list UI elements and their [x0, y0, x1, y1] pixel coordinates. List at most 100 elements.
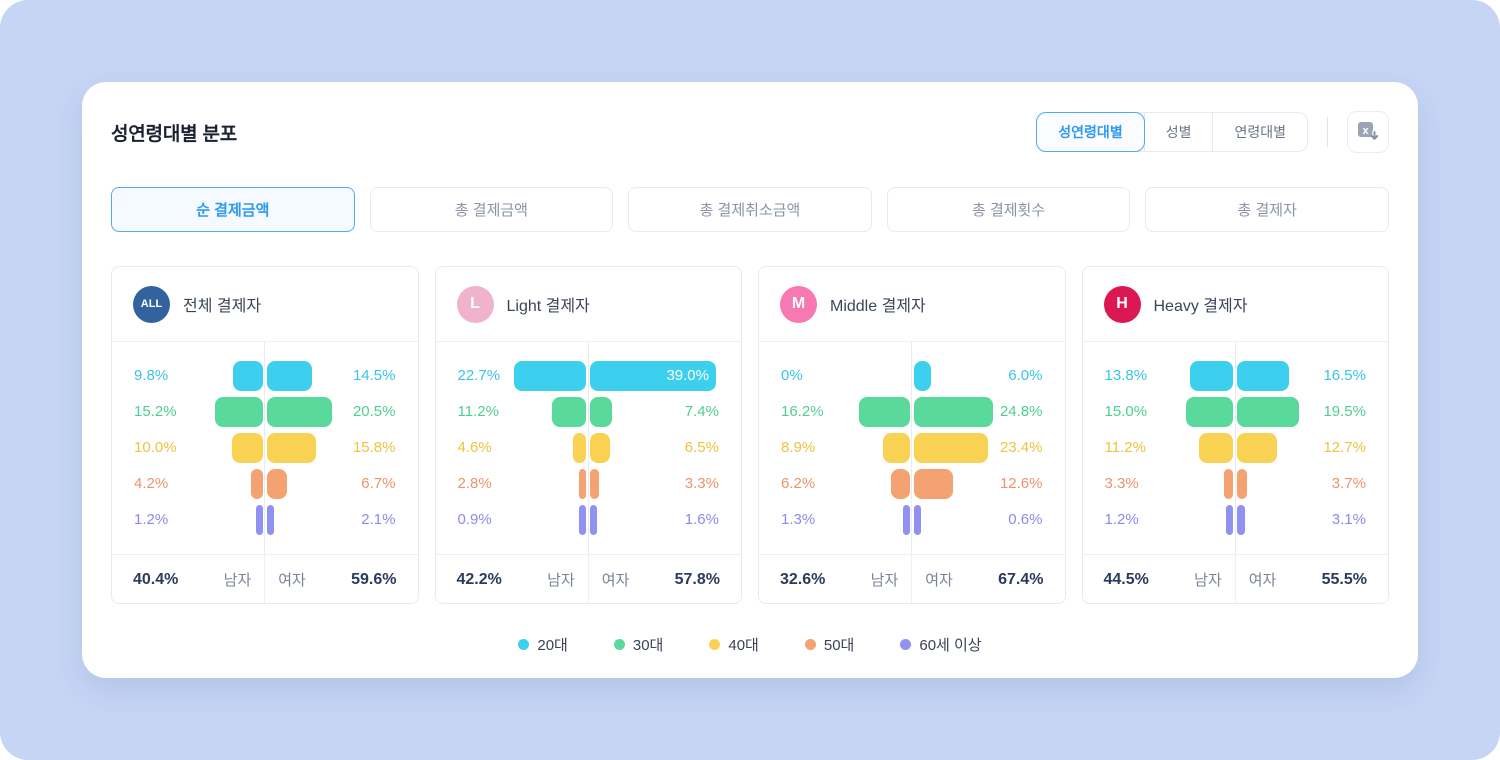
male-value-label: 22.7% — [457, 367, 501, 384]
chart-row-30대: 15.2% 20.5% — [134, 397, 396, 427]
chart-row-50대: 4.2% 6.7% — [134, 469, 396, 499]
bar-male-20대 — [1190, 361, 1234, 391]
filter-total-payers[interactable]: 총 결제자 — [1145, 187, 1389, 232]
female-value-label: 20.5% — [352, 403, 396, 420]
bar-male-60세 이상 — [902, 505, 910, 535]
male-label: 남자 — [223, 572, 252, 589]
chart-row-30대: 16.2% 24.8% — [781, 397, 1043, 427]
male-value-label: 15.0% — [1104, 403, 1148, 420]
chart-row-40대: 10.0% 15.8% — [134, 433, 396, 463]
card-footer: 40.4% 남자 여자 59.6% — [112, 554, 418, 603]
male-value-label: 13.8% — [1104, 367, 1148, 384]
female-value-label: 23.4% — [999, 439, 1043, 456]
legend-dot — [709, 639, 721, 650]
filter-total-cancel-amount[interactable]: 총 결제취소금액 — [628, 187, 872, 232]
female-value-label: 7.4% — [684, 403, 719, 420]
bar-male-30대 — [551, 397, 587, 427]
legend-item-20대: 20대 — [518, 634, 568, 655]
female-total-cell: 여자 67.4% — [911, 555, 1064, 603]
male-total: 42.2% — [456, 570, 502, 588]
bar-male-40대 — [1198, 433, 1234, 463]
bar-male-30대 — [215, 397, 263, 427]
female-label: 여자 — [925, 572, 953, 589]
card-header: M Middle 결제자 — [759, 267, 1065, 342]
bar-male-20대 — [232, 361, 263, 391]
female-total-cell: 여자 59.6% — [264, 555, 417, 603]
bar-female-40대 — [1237, 433, 1277, 463]
card-header: L Light 결제자 — [435, 267, 741, 342]
chart-row-60세 이상: 0.9% 1.6% — [458, 505, 719, 535]
chart-row-40대: 4.6% 6.5% — [457, 433, 719, 463]
legend-dot — [613, 639, 625, 650]
bar-female-30대 — [590, 397, 613, 427]
male-label: 남자 — [547, 572, 575, 589]
male-total-cell: 32.6% 남자 — [759, 555, 911, 603]
female-value-label: 12.7% — [1323, 439, 1366, 456]
group-badge: M — [780, 285, 817, 323]
tab-age[interactable]: 연령대별 — [1212, 112, 1308, 152]
chart-row-20대: 0% 6.0% — [781, 361, 1043, 391]
female-value-label: 3.7% — [1331, 475, 1366, 492]
bar-female-50대 — [913, 469, 953, 499]
female-label: 여자 — [1248, 572, 1277, 589]
female-total: 59.6% — [351, 570, 397, 588]
legend-dot — [900, 639, 912, 650]
male-total: 32.6% — [780, 570, 826, 588]
bar-female-30대 — [913, 397, 993, 427]
pyramid-chart: 22.7% 39.0% 11.2% 7.4% 4.6% 6.5% 2.8% 3.3% 0.9% 1… — [436, 342, 742, 554]
legend-label: 30대 — [632, 637, 664, 654]
card-footer: 42.2% 남자 여자 57.8% — [435, 554, 741, 603]
bar-female-30대 — [1237, 397, 1299, 427]
male-value-label: 11.2% — [1104, 439, 1146, 456]
male-value-label: 4.6% — [457, 439, 492, 456]
female-value-label: 3.1% — [1331, 511, 1366, 528]
filter-total-payment-amount[interactable]: 총 결제금액 — [369, 187, 614, 232]
male-value-label: 4.2% — [134, 475, 169, 492]
female-value-label: 12.6% — [999, 475, 1043, 492]
bar-female-50대 — [590, 469, 600, 499]
distribution-panel: 성연령대별 분포 성연령대별 성별 연령대별 x — [82, 82, 1418, 678]
female-total: 57.8% — [674, 570, 720, 588]
card-title: Heavy 결제자 — [1153, 298, 1248, 315]
female-value-label: 6.0% — [1008, 367, 1043, 384]
chart-centerline — [1234, 342, 1236, 554]
bar-female-60세 이상 — [590, 505, 598, 535]
bar-male-50대 — [1224, 469, 1234, 499]
female-total-cell: 여자 55.5% — [1234, 555, 1388, 603]
filter-net-payment-amount[interactable]: 순 결제금액 — [111, 187, 355, 232]
card-header: H Heavy 결제자 — [1082, 267, 1388, 342]
bar-male-40대 — [232, 433, 263, 463]
male-value-label: 1.2% — [134, 511, 169, 528]
male-value-label: 10.0% — [134, 439, 177, 456]
bar-female-60세 이상 — [1237, 505, 1246, 535]
bar-female-40대 — [913, 433, 989, 463]
legend-dot — [804, 639, 816, 650]
view-tab-group: 성연령대별 성별 연령대별 — [1036, 112, 1308, 152]
bar-female-50대 — [266, 469, 287, 499]
male-value-label: 9.8% — [134, 367, 169, 384]
chart-row-30대: 11.2% 7.4% — [458, 397, 719, 427]
header-divider — [1327, 117, 1328, 147]
legend-label: 40대 — [728, 637, 759, 654]
female-value-label: 6.7% — [361, 475, 396, 492]
bar-female-20대 — [913, 361, 932, 391]
female-value-label: 15.8% — [352, 439, 396, 456]
male-total-cell: 42.2% 남자 — [436, 555, 588, 603]
tab-sex-age[interactable]: 성연령대별 — [1036, 112, 1145, 152]
female-value-label: 16.5% — [1323, 367, 1366, 384]
chart-row-50대: 2.8% 3.3% — [457, 469, 719, 499]
bar-male-50대 — [891, 469, 910, 499]
bar-female-20대 — [1237, 361, 1290, 391]
bar-female-50대 — [1237, 469, 1248, 499]
filter-total-payment-count[interactable]: 총 결제횟수 — [886, 187, 1131, 232]
male-value-label: 2.8% — [457, 475, 492, 492]
panel-header: 성연령대별 분포 성연령대별 성별 연령대별 x — [111, 111, 1389, 153]
legend-item-30대: 30대 — [613, 634, 664, 655]
chart-centerline — [911, 342, 913, 554]
bar-male-20대 — [514, 361, 587, 391]
export-excel-button[interactable]: x — [1347, 111, 1389, 153]
pyramid-chart: 9.8% 14.5% 15.2% 20.5% 10.0% 15.8% 4.2% 6.7% 1.2… — [112, 342, 418, 554]
tab-sex[interactable]: 성별 — [1143, 112, 1214, 152]
chart-centerline — [587, 342, 589, 554]
